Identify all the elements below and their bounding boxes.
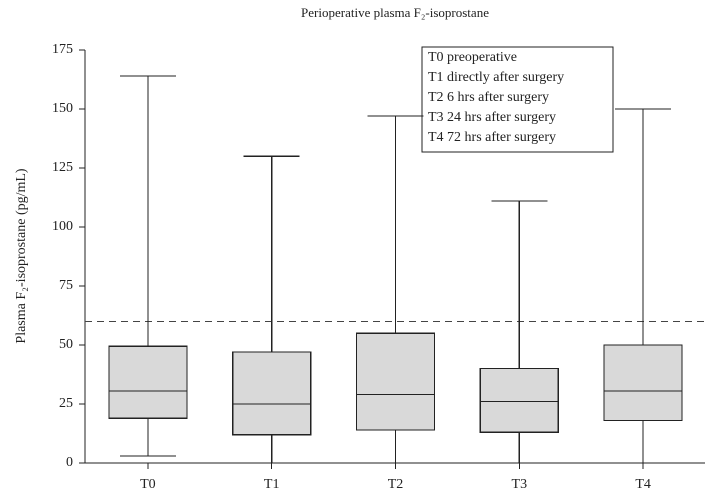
chart-title: Perioperative plasma F₂-isoprostane bbox=[301, 5, 489, 20]
legend-entry: T2 6 hrs after surgery bbox=[428, 90, 549, 105]
x-tick-label: T4 bbox=[635, 477, 651, 492]
legend-entry: T4 72 hrs after surgery bbox=[428, 130, 556, 145]
x-tick-label: T0 bbox=[140, 477, 156, 492]
y-tick-label: 100 bbox=[52, 219, 73, 234]
box bbox=[355, 332, 436, 431]
box bbox=[232, 351, 312, 436]
box bbox=[603, 344, 683, 422]
y-tick-label: 50 bbox=[59, 337, 73, 352]
y-tick-label: 125 bbox=[52, 160, 73, 175]
y-axis-label: Plasma F₂-isoprostane (pg/mL) bbox=[14, 168, 29, 344]
y-tick-label: 175 bbox=[52, 42, 73, 57]
x-tick-label: T3 bbox=[512, 477, 528, 492]
box bbox=[479, 368, 559, 433]
legend-entry: T0 preoperative bbox=[428, 50, 517, 65]
legend-entry: T1 directly after surgery bbox=[428, 70, 564, 85]
y-tick-label: 150 bbox=[52, 101, 73, 116]
legend-box bbox=[421, 46, 614, 153]
x-tick-label: T2 bbox=[388, 477, 404, 492]
y-tick-label: 25 bbox=[59, 396, 73, 411]
legend-entry: T3 24 hrs after surgery bbox=[428, 110, 556, 125]
box bbox=[108, 345, 188, 419]
x-tick-label: T1 bbox=[264, 477, 280, 492]
y-tick-label: 75 bbox=[59, 278, 73, 293]
y-tick-label: 0 bbox=[66, 455, 73, 470]
